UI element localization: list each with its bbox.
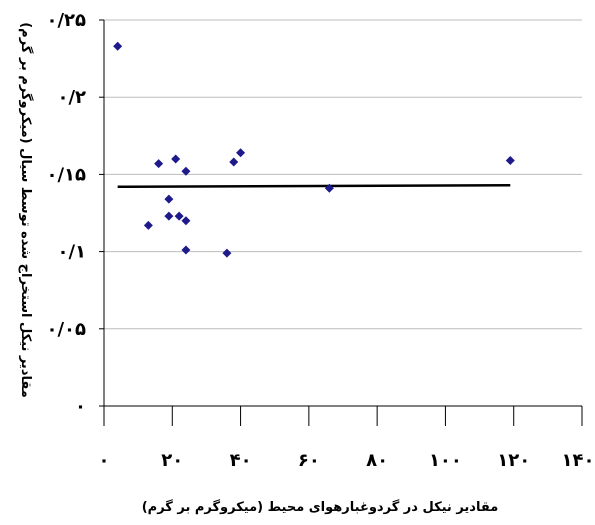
x-tick-label-5: ۱۰۰ bbox=[429, 450, 462, 471]
x-tick-label-7: ۱۴۰ bbox=[562, 450, 595, 471]
trend-line bbox=[117, 183, 511, 189]
data-point-11 bbox=[229, 157, 239, 167]
x-tick-label-0: ۰ bbox=[99, 450, 110, 471]
y-tick-label-3: ۰/۱۵ bbox=[46, 164, 86, 185]
data-point-12 bbox=[236, 148, 246, 158]
data-point-6 bbox=[174, 211, 184, 221]
y-tick-label-4: ۰/۲ bbox=[57, 87, 86, 108]
x-tick-label-4: ۸۰ bbox=[366, 450, 388, 471]
x-tick-label-6: ۱۲۰ bbox=[497, 450, 530, 471]
y-tick-label-1: ۰/۰۵ bbox=[46, 319, 86, 340]
data-point-5 bbox=[171, 154, 181, 164]
x-tick-labels: ۰ ۲۰ ۴۰ ۶۰ ۸۰ ۱۰۰ ۱۲۰ ۱۴۰ bbox=[99, 450, 595, 471]
data-point-9 bbox=[181, 245, 191, 255]
data-point-1 bbox=[143, 220, 153, 230]
y-tick-label-0: ۰ bbox=[75, 396, 86, 417]
data-point-13 bbox=[324, 183, 334, 193]
data-point-8 bbox=[181, 216, 191, 226]
data-point-2 bbox=[154, 159, 164, 169]
data-point-14 bbox=[505, 156, 515, 166]
y-tick-label-2: ۰/۱ bbox=[57, 242, 86, 263]
x-tick-label-2: ۴۰ bbox=[230, 450, 252, 471]
data-points bbox=[113, 41, 515, 258]
data-point-0 bbox=[113, 41, 123, 51]
x-axis-title: مقادیر نیکل در گردوغبارهوای محیط (میکروگ… bbox=[142, 499, 499, 515]
data-point-3 bbox=[164, 194, 174, 204]
axes bbox=[99, 19, 583, 426]
x-tick-label-3: ۶۰ bbox=[298, 450, 320, 471]
data-point-4 bbox=[164, 211, 174, 221]
data-point-7 bbox=[181, 166, 191, 176]
x-tick-label-1: ۲۰ bbox=[161, 450, 183, 471]
y-axis-title: مقادیر نیکل استخراج شده توسط سیال (میکرو… bbox=[18, 22, 34, 398]
grid-lines bbox=[104, 19, 582, 330]
y-tick-labels: ۰ ۰/۰۵ ۰/۱ ۰/۱۵ ۰/۲ ۰/۲۵ bbox=[46, 10, 86, 417]
data-point-10 bbox=[222, 248, 232, 258]
y-tick-label-5: ۰/۲۵ bbox=[46, 10, 86, 31]
trend-line-layer bbox=[117, 183, 511, 189]
